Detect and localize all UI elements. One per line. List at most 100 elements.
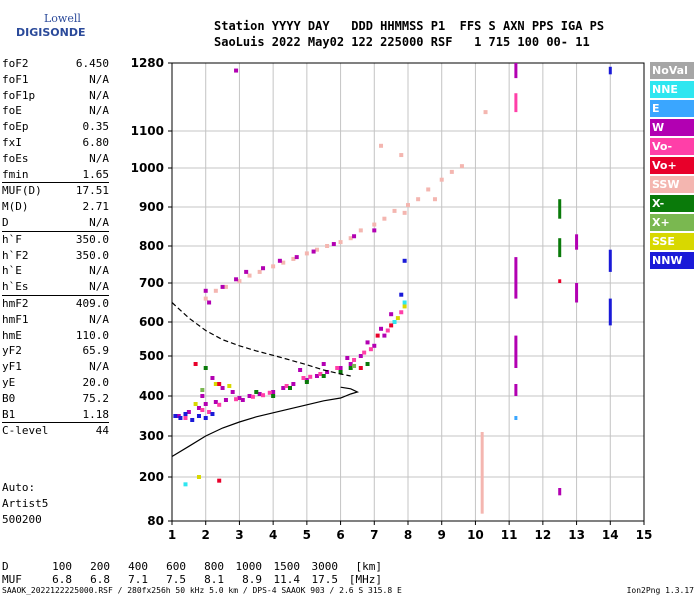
y-tick-label: 80 — [147, 514, 164, 528]
auto-scaling-info: Auto: Artist5 500200 — [2, 480, 48, 528]
version-tag: Ion2Png 1.3.17 — [626, 586, 694, 595]
data-point — [247, 394, 252, 398]
distance-row: D 100 200 400 600 800 1000 1500 3000 [km] — [2, 560, 382, 573]
param-value: N/A — [89, 104, 109, 118]
data-bar — [608, 66, 612, 75]
param-name: foE — [2, 104, 22, 118]
data-point — [321, 374, 326, 378]
data-point — [325, 370, 330, 374]
param-name: D — [2, 215, 9, 229]
data-point — [399, 292, 404, 297]
param-value: 65.9 — [82, 344, 110, 358]
data-point — [426, 187, 431, 192]
file-info-footer: SAAOK_2022122225000.RSF / 280fx256h 50 k… — [2, 586, 402, 595]
data-point — [203, 288, 208, 293]
data-point — [193, 402, 198, 406]
data-point — [338, 366, 343, 370]
data-point — [406, 203, 410, 208]
param-name: foF1p — [2, 88, 36, 102]
x-tick-label: 6 — [336, 528, 344, 542]
param-value: 17.51 — [75, 184, 109, 198]
data-bar — [558, 279, 562, 283]
data-bar — [514, 93, 518, 113]
y-tick-label: 600 — [139, 315, 164, 329]
data-point — [382, 216, 387, 221]
param-name: B1 — [2, 407, 16, 421]
data-point — [244, 269, 249, 274]
table-cell: 6.8 — [90, 573, 110, 586]
table-cell: 8.1 — [204, 573, 224, 586]
param-value: 75.2 — [82, 391, 110, 405]
data-point — [213, 400, 218, 404]
data-point — [200, 388, 205, 392]
data-point — [402, 300, 407, 305]
data-point — [385, 328, 390, 333]
param-name: B0 — [2, 391, 16, 405]
model-profile-dashed — [171, 302, 351, 377]
data-point — [439, 177, 444, 182]
data-point — [291, 382, 296, 386]
param-row: C-level 44 — [2, 422, 109, 439]
param-name: foEs — [2, 151, 29, 165]
legend-item: Vo- — [650, 138, 694, 155]
data-point — [402, 210, 407, 215]
y-tick-label: 700 — [139, 276, 164, 290]
data-point — [193, 362, 198, 366]
param-value: 0.35 — [82, 120, 110, 134]
table-cell: 11.4 — [273, 573, 301, 586]
param-name: yF1 — [2, 360, 22, 374]
data-point — [335, 366, 340, 370]
data-point — [392, 320, 397, 324]
data-point — [277, 258, 282, 263]
data-point — [223, 284, 228, 289]
data-point — [304, 380, 309, 384]
data-point — [338, 240, 343, 245]
param-value: N/A — [89, 312, 109, 326]
param-name: h`Es — [2, 280, 29, 294]
data-point — [217, 478, 222, 483]
table-cell: 17.5 — [311, 573, 339, 586]
param-row: MUF(D) 17.51 — [2, 182, 109, 199]
data-point — [352, 234, 357, 239]
data-point — [247, 273, 252, 278]
data-point — [365, 362, 370, 366]
x-tick-label: 7 — [370, 528, 378, 542]
param-row: foEs N/A — [2, 151, 109, 167]
table-cell: 8.9 — [242, 573, 262, 586]
data-point — [203, 296, 208, 301]
data-point — [196, 414, 201, 418]
legend-item: Vo+ — [650, 157, 694, 174]
legend-item: W — [650, 119, 694, 136]
legend-item: E — [650, 100, 694, 117]
data-point — [395, 316, 400, 321]
data-bar — [575, 283, 579, 303]
row-label: MUF — [2, 573, 22, 586]
data-point — [200, 408, 205, 412]
table-cell: 7.1 — [128, 573, 148, 586]
param-value: 350.0 — [75, 232, 109, 246]
param-row: yF2 65.9 — [2, 343, 109, 359]
param-row: h`Es N/A — [2, 279, 109, 295]
x-tick-label: 11 — [501, 528, 518, 542]
data-point — [240, 398, 245, 402]
data-point — [210, 412, 215, 416]
auto-version: 500200 — [2, 513, 42, 526]
data-point — [358, 228, 363, 233]
data-point — [379, 326, 384, 331]
param-value: 6.80 — [82, 135, 110, 149]
data-point — [362, 350, 367, 355]
row-label: D — [2, 560, 9, 573]
param-row: hmF2 409.0 — [2, 294, 109, 312]
y-tick-label: 300 — [139, 429, 164, 443]
y-tick-label: 400 — [139, 389, 164, 403]
data-point — [358, 354, 363, 358]
param-value: 2.71 — [82, 200, 110, 214]
data-point — [298, 368, 303, 372]
data-point — [284, 384, 289, 388]
param-name: MUF(D) — [2, 184, 42, 198]
data-point — [399, 153, 404, 158]
legend-item: X- — [650, 195, 694, 212]
data-bar — [480, 432, 484, 514]
data-point — [173, 414, 178, 418]
x-tick-label: 1 — [168, 528, 176, 542]
